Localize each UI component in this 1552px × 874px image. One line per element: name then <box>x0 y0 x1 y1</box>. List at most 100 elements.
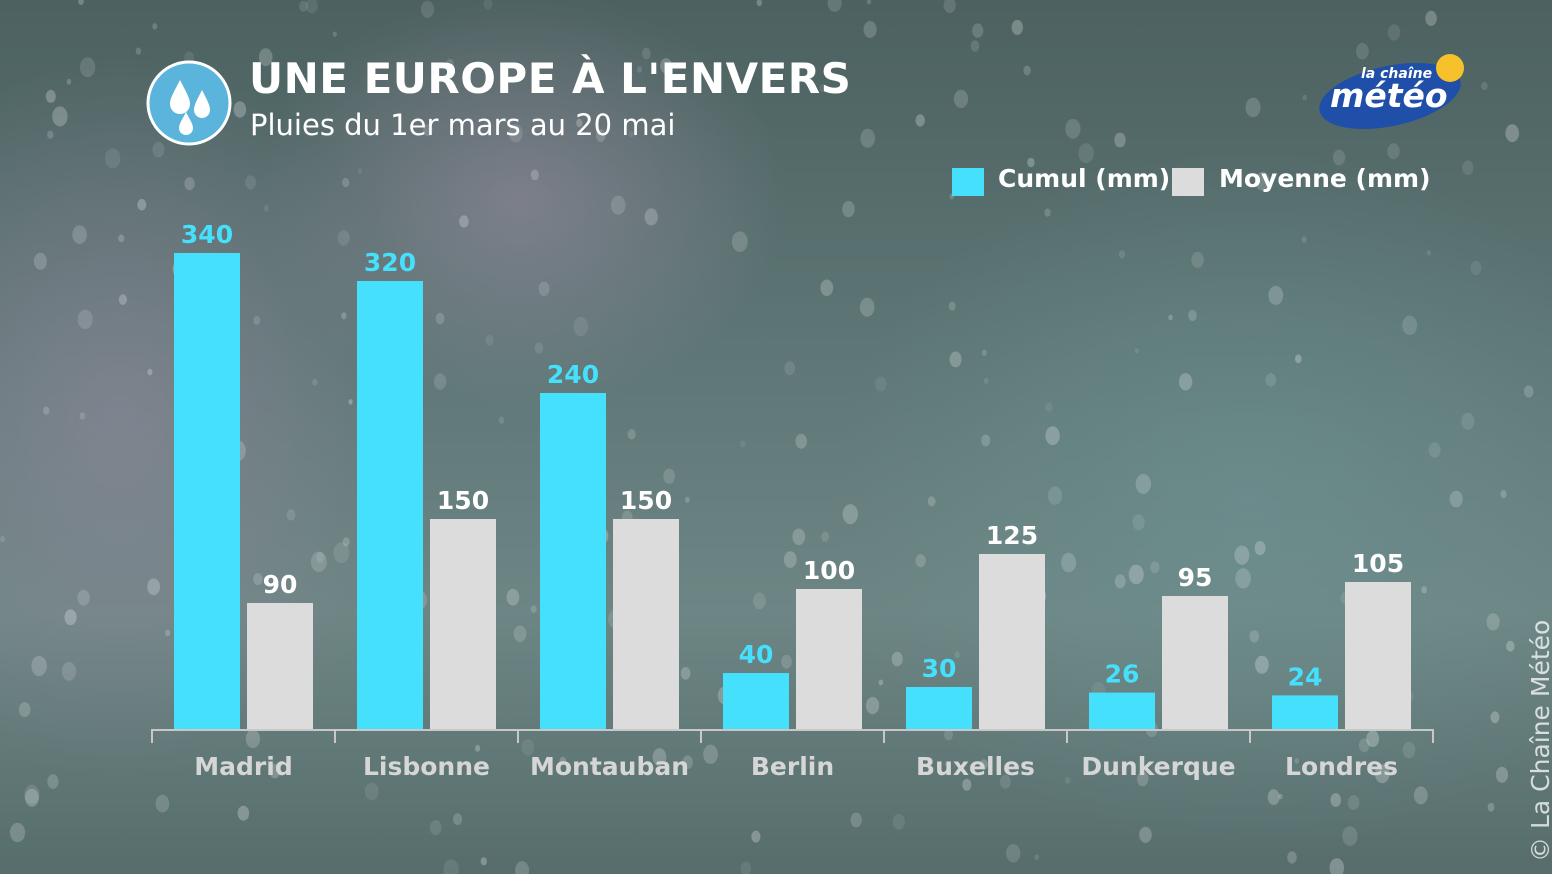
data-label-cumul: 320 <box>364 248 416 277</box>
raindrop <box>795 433 807 449</box>
raindrop <box>1342 826 1358 846</box>
raindrop <box>927 496 936 507</box>
raindrop <box>1505 124 1519 143</box>
raindrop <box>245 729 261 749</box>
raindrop <box>863 21 877 38</box>
raindrop <box>1427 250 1431 256</box>
raindrop <box>1387 24 1401 41</box>
raindrop <box>1265 373 1277 387</box>
raindrop <box>860 128 875 148</box>
raindrop <box>874 376 887 392</box>
raindrop <box>310 551 327 573</box>
bar-cumul <box>174 253 240 729</box>
raindrop <box>1188 309 1197 322</box>
raindrop <box>538 281 550 297</box>
chart-title: UNE EUROPE À L'ENVERS <box>249 54 852 103</box>
chart-subtitle: Pluies du 1er mars au 20 mai <box>250 108 676 142</box>
raindrop <box>1132 514 1145 531</box>
legend-label-moyenne: Moyenne (mm) <box>1219 164 1431 193</box>
raindrop <box>753 592 766 610</box>
bar-cumul <box>1089 692 1155 729</box>
raindrop <box>595 129 606 143</box>
raindrop <box>842 504 858 525</box>
raindrop <box>530 169 540 181</box>
bar-cumul <box>540 393 606 729</box>
raindrop <box>152 23 158 30</box>
bar-cumul <box>1272 695 1338 729</box>
raindrop <box>43 406 50 415</box>
raindrop <box>513 625 527 643</box>
raindrop <box>77 589 90 606</box>
raindrop <box>66 78 72 85</box>
raindrop <box>45 89 56 103</box>
raindrop <box>263 204 269 212</box>
raindrop <box>105 148 121 169</box>
raindrop <box>1255 655 1269 674</box>
raindrop <box>1061 552 1077 573</box>
raindrop <box>521 739 535 756</box>
x-tick-label: Montauban <box>530 752 689 781</box>
raindrop <box>915 114 925 127</box>
raindrop <box>610 195 626 215</box>
raindrop <box>983 377 989 384</box>
raindrop <box>435 312 445 325</box>
raindrop <box>480 857 487 866</box>
raindrop <box>731 231 748 252</box>
raindrop <box>1267 789 1280 805</box>
raindrop <box>1000 774 1011 789</box>
raindrop <box>1045 426 1060 446</box>
raindrop <box>943 0 956 14</box>
data-label-cumul: 340 <box>181 220 233 249</box>
raindrop <box>1523 385 1534 398</box>
raindrop <box>515 861 530 874</box>
raindrop <box>685 496 690 503</box>
legend-label-cumul: Cumul (mm) <box>998 164 1171 193</box>
data-label-moyenne: 150 <box>437 486 489 515</box>
raindrop <box>948 301 956 311</box>
raindrop <box>1034 854 1039 860</box>
raindrop <box>118 234 125 243</box>
raindrop <box>1374 764 1390 784</box>
raindrop <box>52 106 68 127</box>
raindrop <box>1294 758 1300 764</box>
raindrop <box>1114 132 1126 148</box>
raindrop <box>152 141 165 158</box>
raindrop <box>1135 473 1152 494</box>
raindrop <box>1402 741 1416 759</box>
raindrop <box>663 468 676 484</box>
raindrop <box>1191 251 1204 268</box>
raindrop <box>348 399 353 405</box>
raindrop <box>24 788 39 807</box>
legend-swatch-cumul <box>952 168 984 196</box>
raindrop <box>135 47 142 55</box>
raindrop <box>962 778 972 791</box>
data-label-moyenne: 105 <box>1352 549 1404 578</box>
raindrop <box>859 297 875 317</box>
bar-moyenne <box>979 554 1045 729</box>
raindrop <box>1027 157 1035 168</box>
la-chaine-meteo-logo <box>1319 54 1464 129</box>
raindrop <box>1470 260 1482 276</box>
raindrop <box>342 177 350 188</box>
raindrop <box>576 118 583 128</box>
x-tick-label: Londres <box>1285 752 1398 781</box>
raindrop <box>949 351 962 368</box>
raindrop <box>878 679 884 686</box>
data-label-moyenne: 90 <box>263 570 298 599</box>
raindrop <box>1234 545 1250 565</box>
raindrop <box>821 531 830 542</box>
bar-cumul <box>723 673 789 729</box>
logo-big-text: météo <box>1330 76 1448 115</box>
raindrop <box>147 368 153 376</box>
copyright-text: © La Chaîne Météo <box>1526 619 1552 862</box>
logo-small-text: la chaîne <box>1361 66 1433 82</box>
raindrop <box>1301 236 1307 244</box>
raindrop <box>1287 851 1297 864</box>
raindrop <box>155 794 170 813</box>
bar-moyenne <box>613 519 679 729</box>
raindrop <box>953 89 969 109</box>
raindrop <box>269 763 281 779</box>
raindrop <box>660 58 673 74</box>
raindrop <box>1023 65 1031 76</box>
data-label-cumul: 40 <box>739 640 774 669</box>
